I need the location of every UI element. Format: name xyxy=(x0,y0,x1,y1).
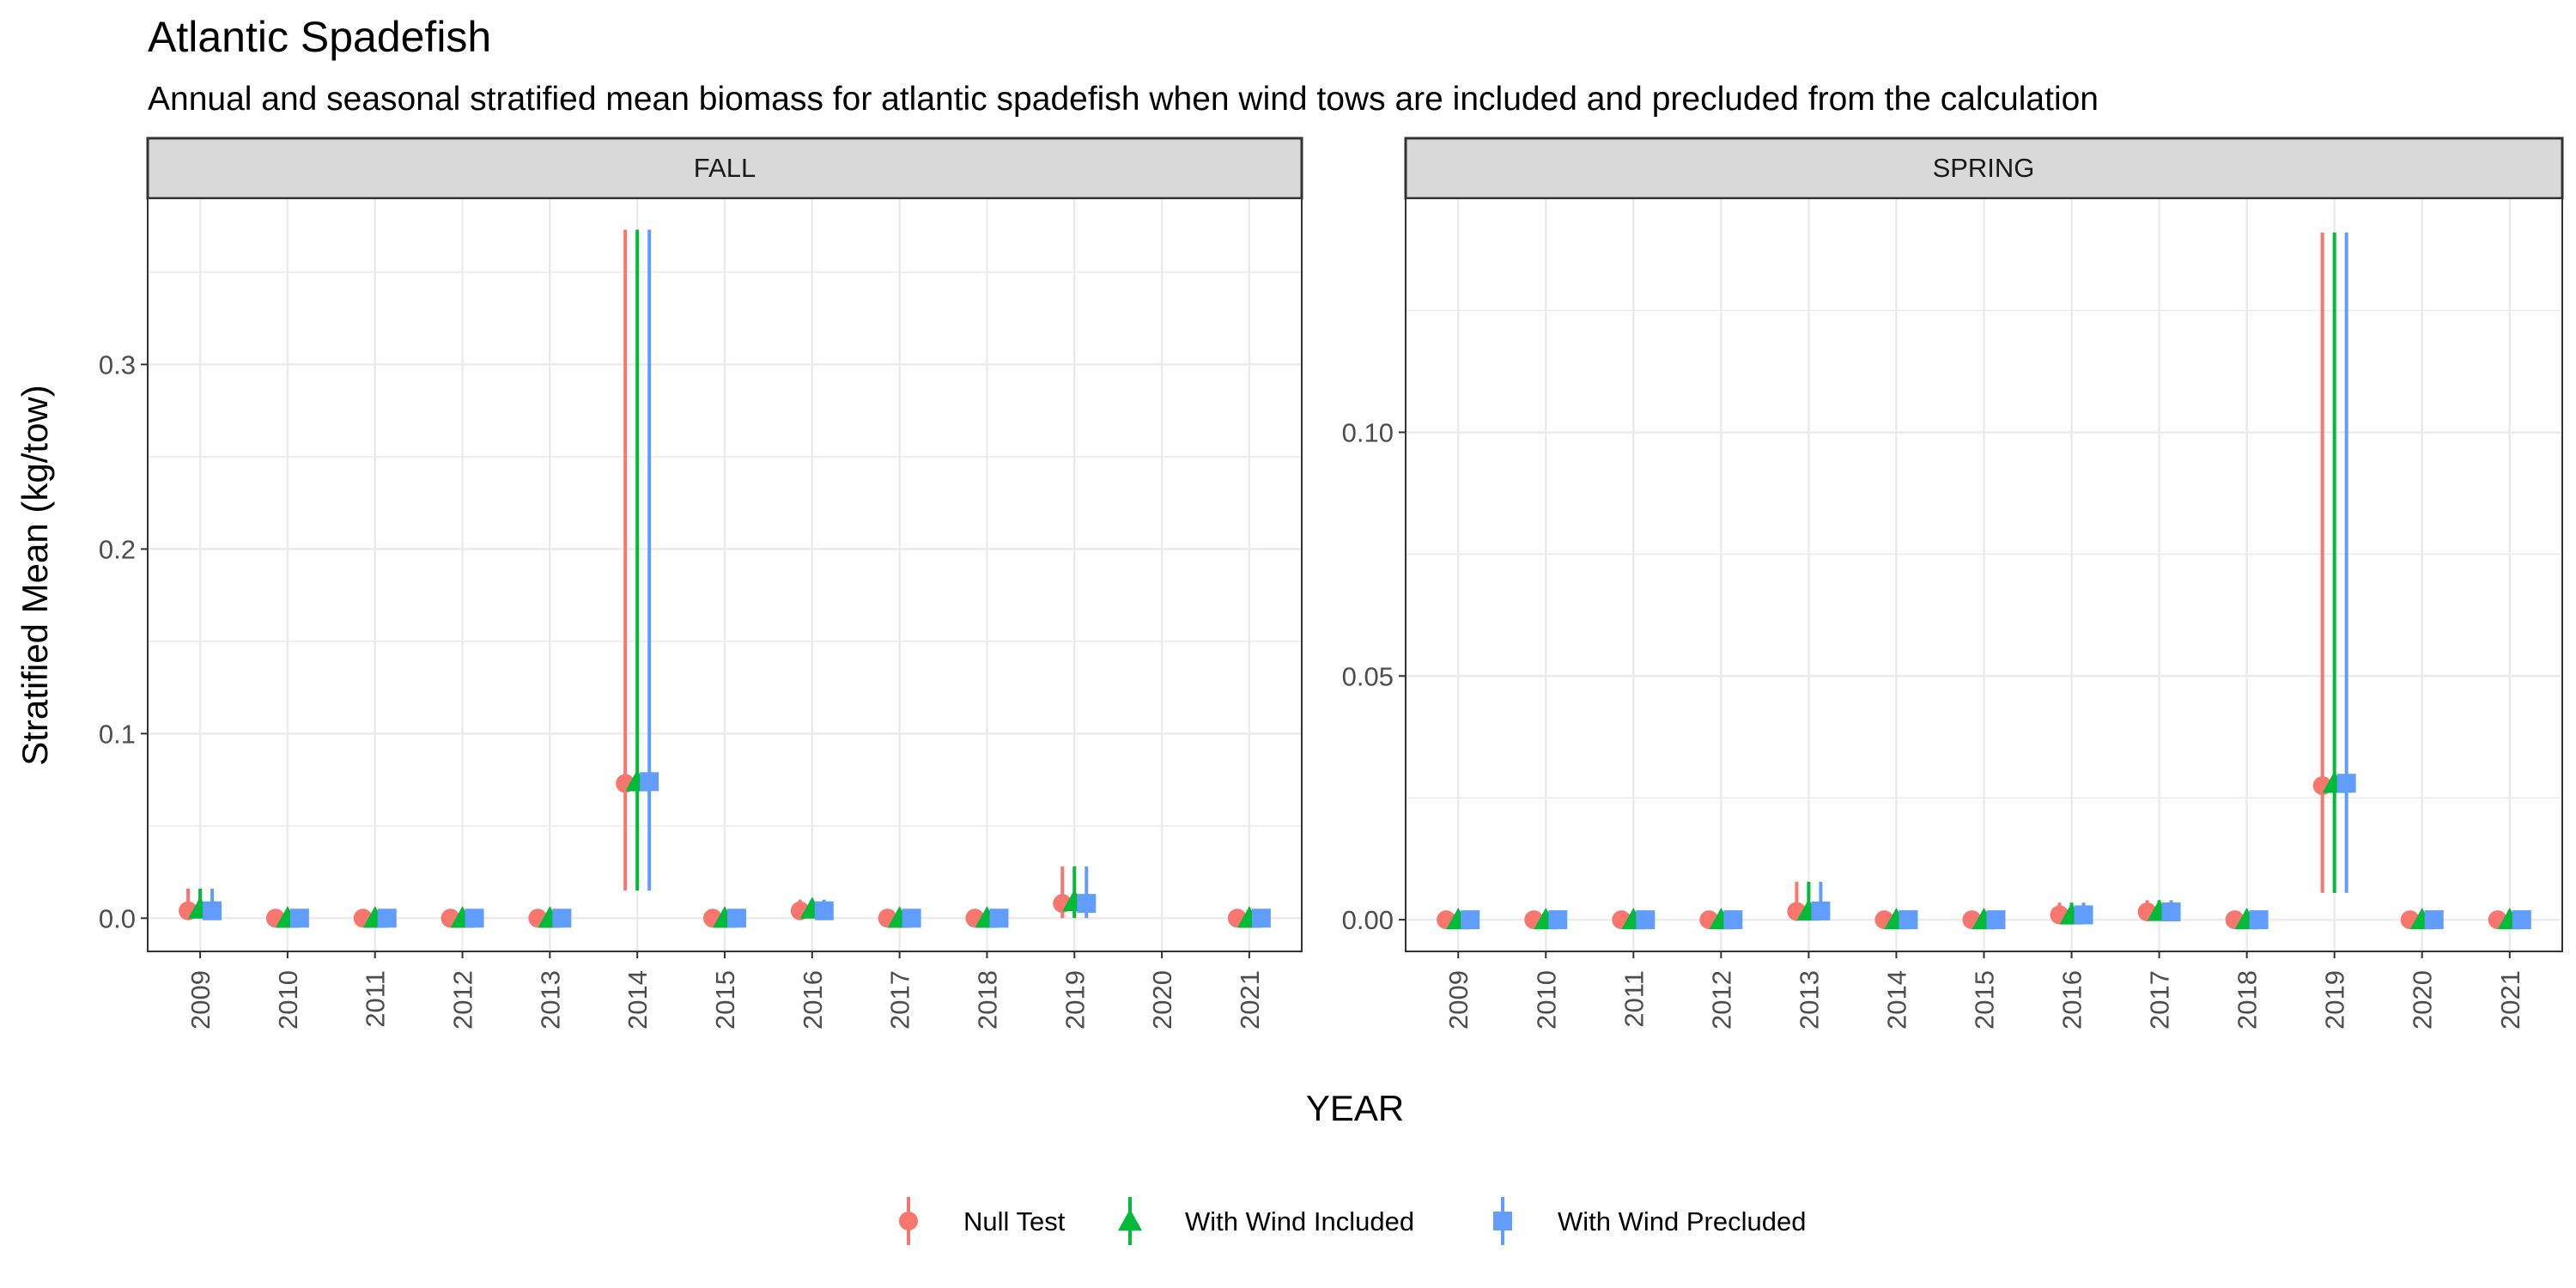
x-tick-label: 2013 xyxy=(535,970,565,1030)
chart-subtitle: Annual and seasonal stratified mean biom… xyxy=(148,81,2099,118)
x-tick-label: 2011 xyxy=(361,970,391,1028)
x-tick-label: 2013 xyxy=(1794,970,1824,1030)
point-with-wind-precluded xyxy=(727,908,746,928)
strip-label-fall: FALL xyxy=(694,153,756,183)
point-with-wind-precluded xyxy=(552,908,572,928)
x-tick-label: 2016 xyxy=(798,970,828,1030)
chart-title: Atlantic Spadefish xyxy=(148,13,491,61)
x-tick-label: 2012 xyxy=(1706,970,1736,1030)
x-tick-label: 2021 xyxy=(1235,970,1265,1030)
point-with-wind-precluded xyxy=(203,901,222,920)
legend-item-null-test: Null Test xyxy=(899,1197,1066,1245)
y-axis: 0.00 0.05 0.10 xyxy=(1342,417,1406,935)
x-tick-label: 2014 xyxy=(1881,970,1911,1030)
y-tick-label: 0.10 xyxy=(1342,417,1394,447)
x-tick-label: 2018 xyxy=(972,970,1002,1030)
point-with-wind-precluded xyxy=(1461,910,1480,930)
x-axis-title: YEAR xyxy=(1306,1088,1404,1128)
x-tick-label: 2010 xyxy=(1531,970,1561,1030)
point-with-wind-precluded xyxy=(1251,908,1271,928)
x-tick-label: 2009 xyxy=(185,970,216,1030)
point-with-wind-precluded xyxy=(1986,910,2006,930)
x-tick-label: 2011 xyxy=(1619,970,1649,1028)
point-with-wind-precluded xyxy=(465,908,484,928)
point-with-wind-precluded xyxy=(1899,910,1918,930)
point-with-wind-precluded xyxy=(1548,910,1568,930)
legend-item-with-wind-included: With Wind Included xyxy=(1118,1197,1414,1245)
x-tick-label: 2014 xyxy=(623,970,653,1030)
x-tick-label: 2019 xyxy=(1060,970,1090,1030)
y-tick-label: 0.3 xyxy=(99,349,136,380)
point-with-wind-precluded xyxy=(902,908,921,928)
point-with-wind-precluded xyxy=(2424,910,2444,930)
point-with-wind-precluded xyxy=(2161,902,2181,922)
y-tick-label: 0.05 xyxy=(1342,661,1394,691)
point-with-wind-precluded xyxy=(289,908,309,928)
legend-label: With Wind Included xyxy=(1185,1206,1414,1236)
point-with-wind-precluded xyxy=(989,908,1009,928)
y-tick-label: 0.2 xyxy=(99,534,136,564)
facet-panel-fall: FALL 0.00.10.20.3 2009 2010 2011 2012 2013 20… xyxy=(99,137,1303,1030)
x-tick-label: 2018 xyxy=(2233,970,2263,1030)
legend-label: With Wind Precluded xyxy=(1558,1206,1806,1236)
point-with-wind-precluded xyxy=(2336,774,2356,793)
point-with-wind-precluded xyxy=(1723,910,1743,930)
legend-item-with-wind-precluded: With Wind Precluded xyxy=(1493,1197,1806,1245)
x-tick-label: 2009 xyxy=(1443,970,1473,1030)
y-tick-label: 0.00 xyxy=(1342,905,1394,935)
x-tick-label: 2017 xyxy=(885,970,915,1030)
x-axis: 2009 2010 2011 2012 2013 2014 2015 2016 2017 2018… xyxy=(1443,951,2525,1030)
point-with-wind-precluded xyxy=(1811,901,1831,920)
grid-layer xyxy=(148,198,1302,951)
x-tick-label: 2015 xyxy=(1970,970,2000,1030)
point-with-wind-precluded xyxy=(2512,910,2531,930)
point-with-wind-precluded xyxy=(814,901,834,920)
y-axis-title: Stratified Mean (kg/tow) xyxy=(15,385,55,766)
point-with-wind-precluded xyxy=(1077,894,1097,914)
y-tick-label: 0.1 xyxy=(99,719,136,749)
x-tick-label: 2019 xyxy=(2320,970,2350,1030)
strip-background xyxy=(146,137,1303,200)
point-with-wind-precluded xyxy=(377,908,397,928)
x-tick-label: 2010 xyxy=(273,970,303,1030)
point-with-wind-precluded xyxy=(2074,905,2093,925)
x-tick-label: 2020 xyxy=(2408,970,2438,1030)
legend: Null Test With Wind Included With Wind Pre… xyxy=(899,1197,1806,1245)
point-with-wind-precluded xyxy=(640,772,659,792)
x-tick-label: 2020 xyxy=(1147,970,1177,1030)
point-with-wind-precluded xyxy=(1636,910,1656,930)
marks-layer xyxy=(179,229,1271,928)
y-tick-label: 0.0 xyxy=(99,903,136,933)
legend-label: Null Test xyxy=(963,1206,1066,1236)
x-tick-label: 2017 xyxy=(2145,970,2175,1030)
x-tick-label: 2015 xyxy=(710,970,740,1030)
strip-label-spring: SPRING xyxy=(1933,153,2035,183)
marks-layer xyxy=(1437,232,2531,930)
point-with-wind-precluded xyxy=(2249,910,2269,930)
facet-panel-spring: SPRING 0.00 0.05 0.10 2009 2010 2011 2012 2013… xyxy=(1342,137,2564,1030)
y-axis: 0.0 0.1 0.2 0.3 xyxy=(99,349,148,933)
legend-key-circle xyxy=(899,1212,918,1230)
legend-key-square xyxy=(1493,1212,1512,1230)
strip-background xyxy=(1404,137,2564,200)
x-tick-label: 2012 xyxy=(448,970,478,1030)
legend-key-triangle xyxy=(1118,1209,1142,1231)
x-tick-label: 2016 xyxy=(2057,970,2087,1030)
x-axis: 2009 2010 2011 2012 2013 2014 2015 2016 2017 2018… xyxy=(185,951,1265,1030)
grid-layer xyxy=(1406,198,2562,951)
x-tick-label: 2021 xyxy=(2495,970,2525,1030)
